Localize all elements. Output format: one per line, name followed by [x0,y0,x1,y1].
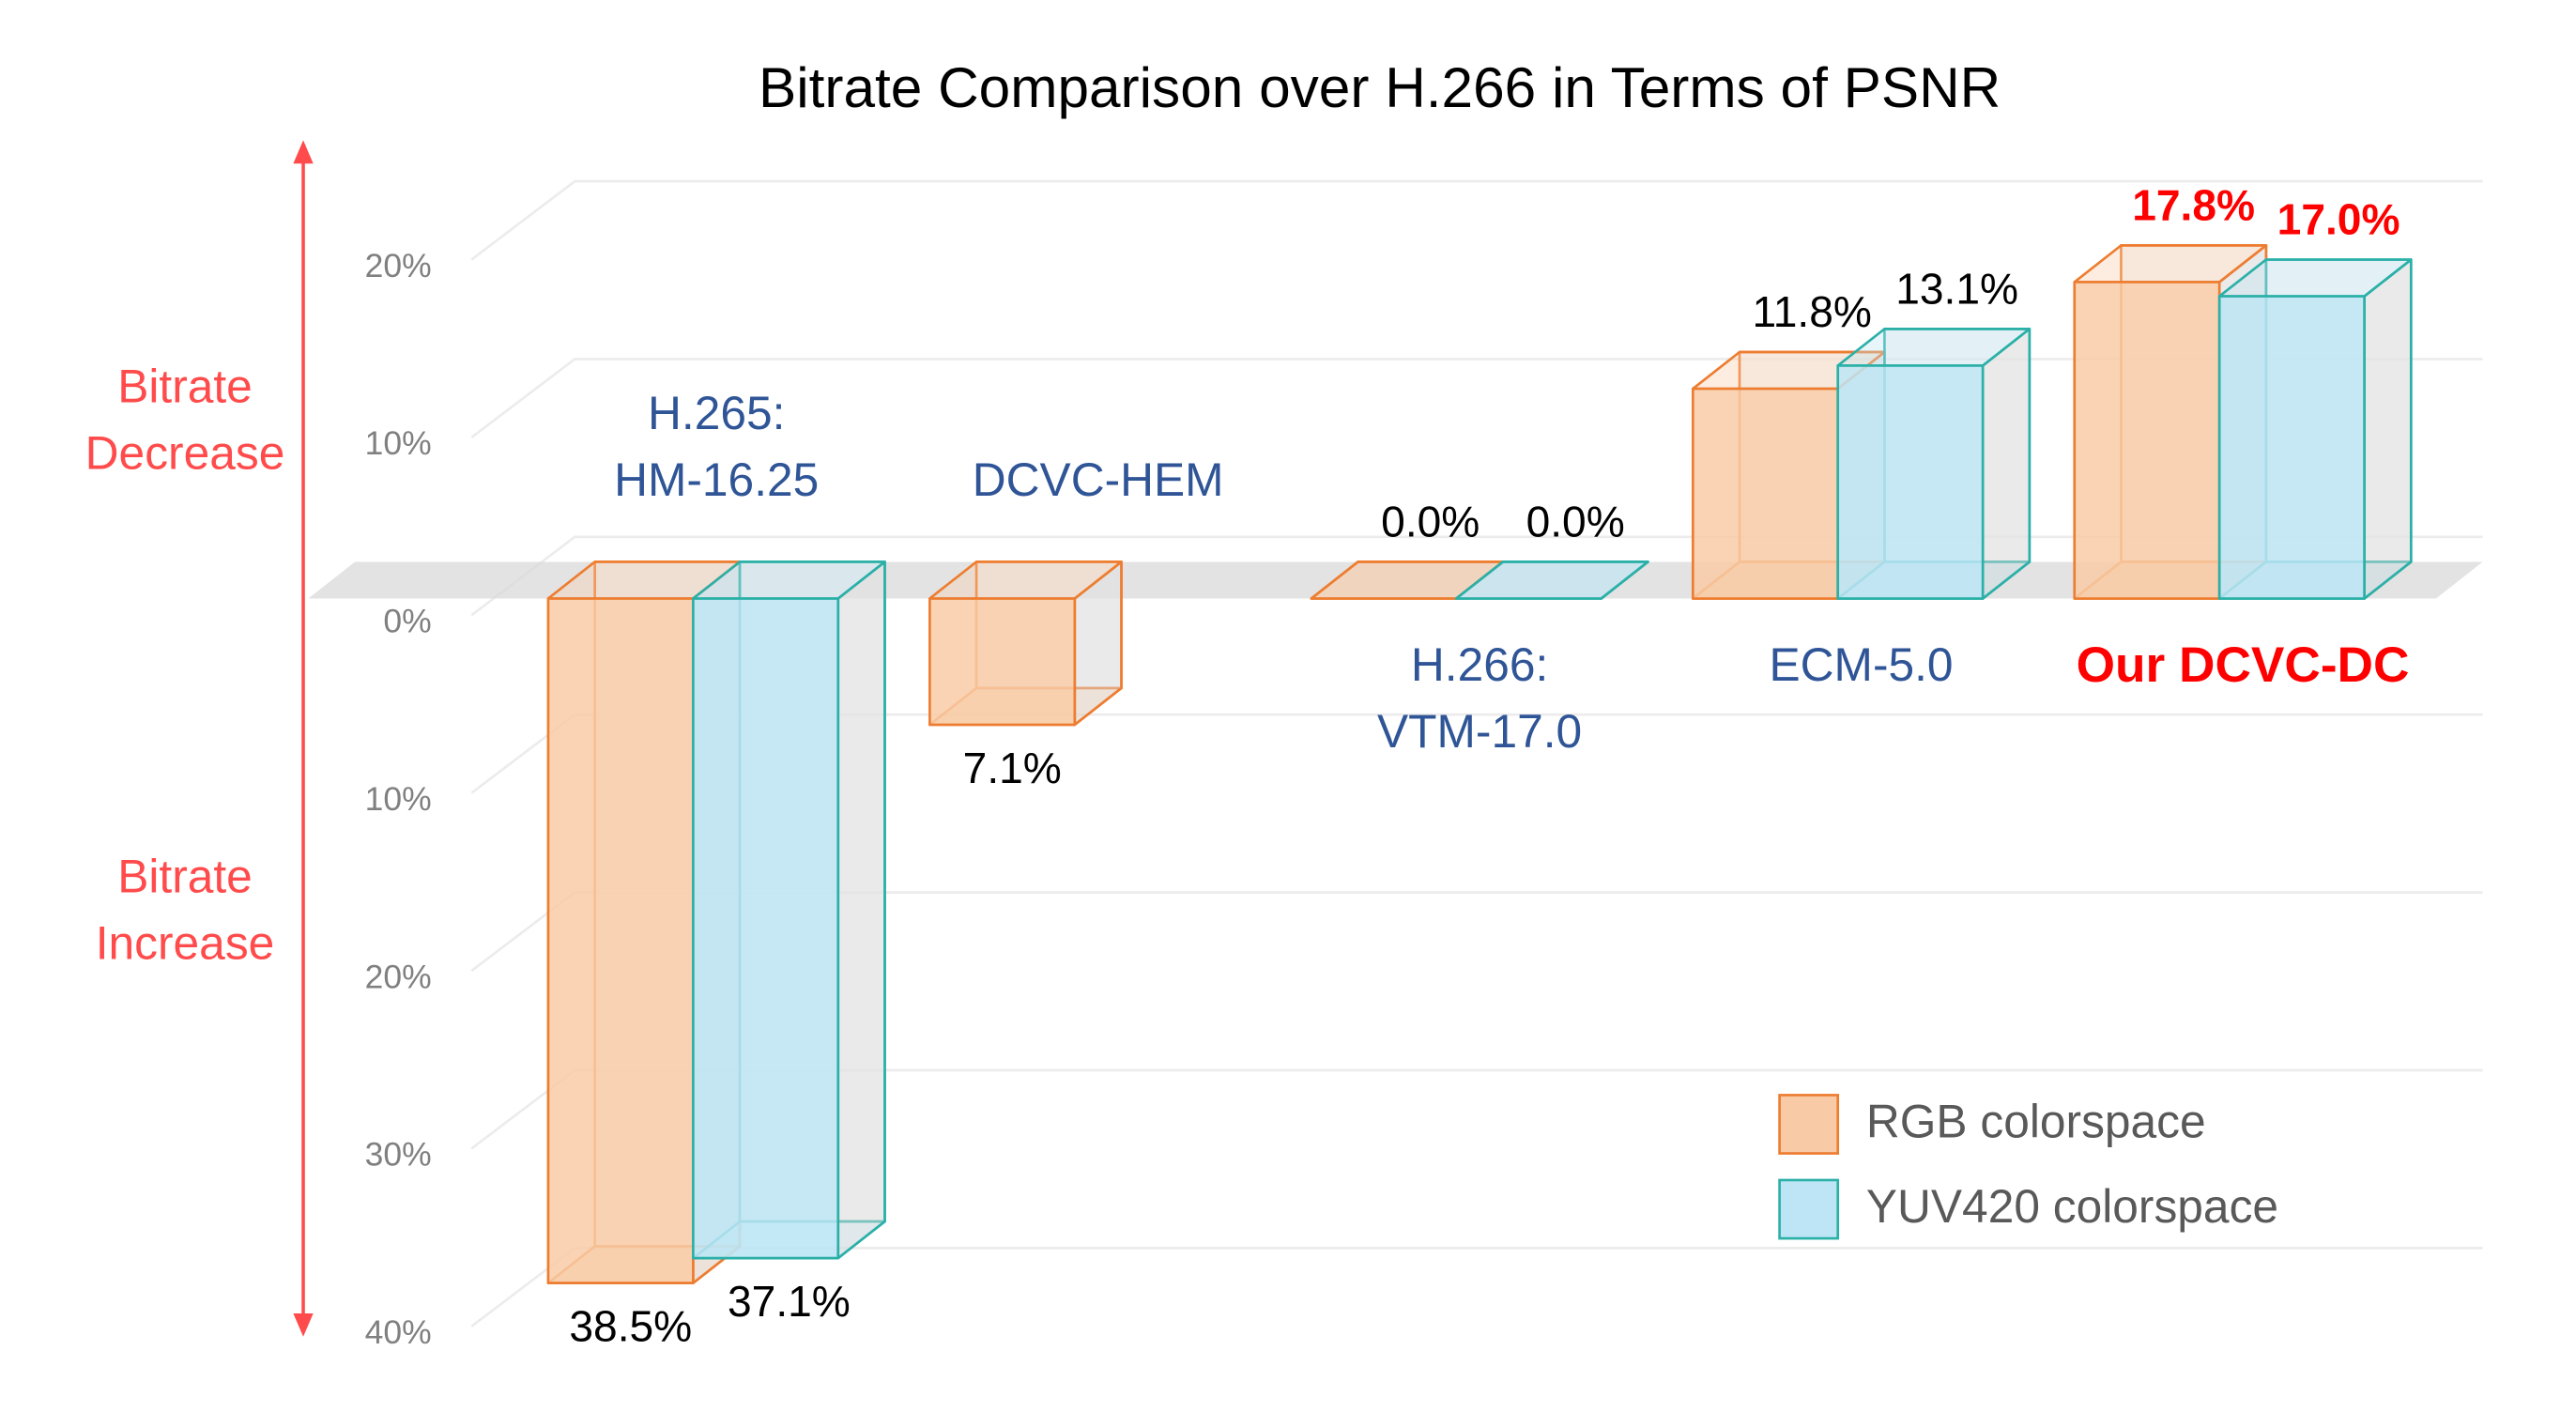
bar-side [836,560,886,1260]
category-label: ECM-5.0 [1770,638,1954,691]
category-label: H.265: HM-16.25 [614,387,819,506]
arrow-head [293,1312,314,1337]
y-tick-label: 20% [365,958,432,995]
value-label: 37.1% [728,1277,851,1326]
axis-annotation: Bitrate Decrease [85,361,285,480]
y-tick-label: 20% [365,247,432,284]
value-label: 0.0% [1381,498,1480,546]
category-label: H.266: VTM-17.0 [1377,638,1582,758]
bar-box [1836,328,2032,600]
value-label: 11.8% [1753,287,1872,336]
legend-swatch [1778,1178,1840,1240]
value-label: 7.1% [963,744,1062,792]
axis-annotation: Bitrate Increase [96,851,275,970]
grid-line [470,179,2483,261]
value-label: 13.1% [1895,265,2018,314]
value-label: 0.0% [1526,498,1625,546]
legend-label: RGB colorspace [1866,1096,2206,1148]
value-label: 38.5% [569,1302,692,1351]
category-label: DCVC-HEM [973,453,1224,506]
bar-box [692,560,886,1260]
y-tick-label: 10% [365,780,432,818]
bar [928,597,1077,727]
bar [1836,364,1985,600]
bar-box [1454,560,1649,600]
legend-label: YUV420 colorspace [1866,1180,2278,1233]
bar [1691,387,1840,600]
y-tick-label: 0% [383,603,431,640]
bar-box [2217,258,2413,600]
y-tick-label: 40% [365,1313,432,1351]
labels: Bitrate Decrease Bitrate Increase 38.5% 7.1% 0… [85,181,2410,1351]
bar [2217,295,2366,600]
bar [692,597,840,1260]
bar [2073,281,2221,600]
bar-side [1981,328,2032,600]
category-label: Our DCVC-DC [2077,637,2410,693]
bar-side [2363,258,2413,600]
arrow-head [293,140,314,164]
y-tick-label: 30% [365,1136,432,1174]
bar-top [1454,560,1649,600]
value-label: 17.0% [2277,195,2400,244]
bar-box [1310,560,1505,600]
y-tick-label: 10% [365,424,432,462]
chart-title: Bitrate Comparison over H.266 in Terms o… [759,55,2001,119]
legend-swatch [1778,1094,1840,1155]
value-label: 17.8% [2132,181,2255,230]
bars [546,244,2413,1284]
bar [546,597,695,1284]
bar-box [928,560,1123,727]
